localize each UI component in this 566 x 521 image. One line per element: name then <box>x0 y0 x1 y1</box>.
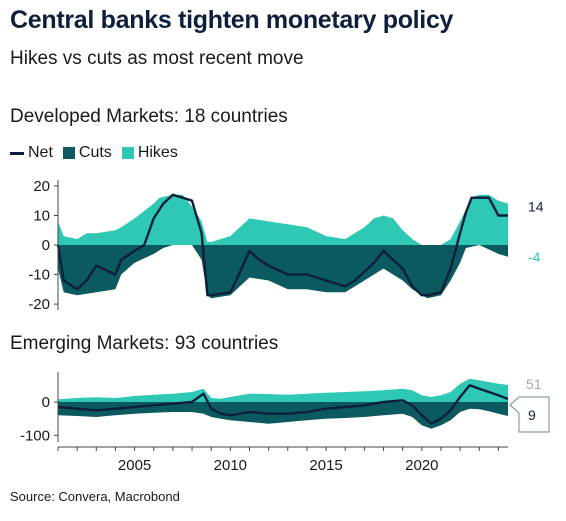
x-tick-label: 2015 <box>309 457 342 474</box>
em-end-label-hikes: 51 <box>526 376 542 392</box>
legend-hikes-label: Hikes <box>137 144 178 161</box>
dm-panel-title: Developed Markets: 18 countries <box>10 106 288 127</box>
source-note: Source: Convera, Macrobond <box>10 489 180 504</box>
legend-hikes-swatch <box>121 147 134 159</box>
dm-y-tick-label: 10 <box>33 207 50 224</box>
chart-subtitle: Hikes vs cuts as most recent move <box>10 48 304 69</box>
x-tick-label: 2020 <box>405 457 438 474</box>
dm-net-line <box>56 193 508 297</box>
legend-cuts-swatch <box>62 147 75 159</box>
legend: Net Cuts Hikes <box>10 144 178 162</box>
em-panel-title: Emerging Markets: 93 countries <box>10 333 279 354</box>
legend-item-net: Net <box>10 144 53 162</box>
x-tick-label: 2010 <box>214 457 247 474</box>
dm-end-label-net: 14 <box>528 199 544 215</box>
em-y-tick-label: -100 <box>20 427 50 444</box>
legend-item-hikes: Hikes <box>121 144 178 162</box>
em-net-line <box>57 384 509 425</box>
em-area-cuts <box>58 402 508 429</box>
x-tick-label: 2005 <box>118 457 151 474</box>
dm-y-tick-label: -10 <box>28 267 50 284</box>
em-end-label-net: 9 <box>528 407 536 423</box>
dm-area-hikes <box>58 194 508 245</box>
legend-cuts-label: Cuts <box>78 144 112 161</box>
em-end-callout-box <box>509 396 550 433</box>
legend-item-cuts: Cuts <box>62 144 112 162</box>
em-area-hikes <box>58 378 508 402</box>
chart-title: Central banks tighten monetary policy <box>10 6 454 34</box>
dm-y-tick-label: 0 <box>42 237 50 254</box>
dm-y-tick-label: -20 <box>28 296 50 313</box>
dm-end-label-cuts: -4 <box>528 249 541 265</box>
legend-net-label: Net <box>28 144 53 161</box>
legend-net-swatch <box>10 151 24 155</box>
em-y-tick-label: 0 <box>42 394 50 411</box>
dm-y-tick-label: 20 <box>33 178 50 195</box>
